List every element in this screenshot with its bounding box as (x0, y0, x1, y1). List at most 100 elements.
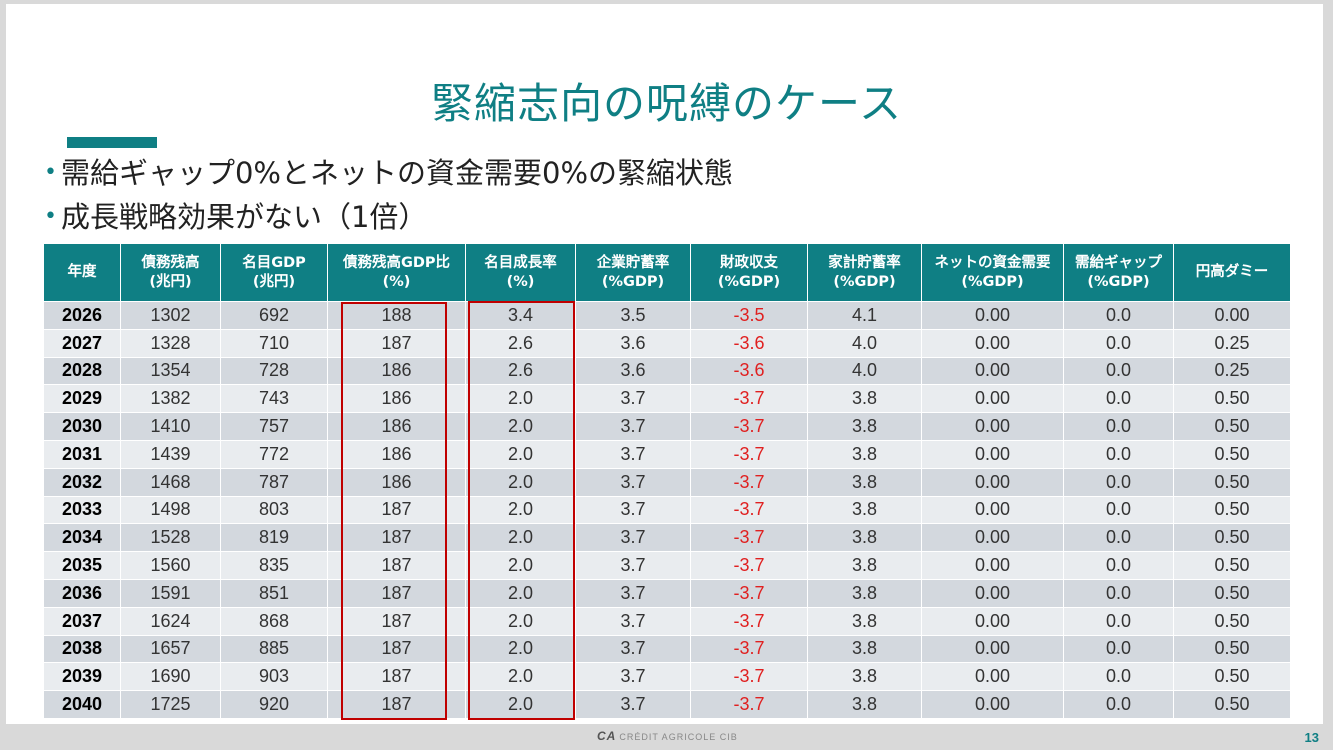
table-cell: 0.00 (921, 578, 1063, 607)
logo-text: CRÉDIT AGRICOLE CIB (619, 732, 738, 742)
table-cell: 757 (220, 412, 327, 440)
table-cell: 903 (220, 662, 327, 691)
table-cell: -3.7 (690, 412, 807, 440)
table-cell: 0.0 (1063, 606, 1173, 635)
column-header-label: 名目成長率 (484, 254, 557, 271)
column-header: 債務残高 (兆円) (120, 244, 220, 301)
table-cell: -3.7 (690, 634, 807, 663)
table-cell: 1591 (120, 578, 220, 607)
table-cell: 1439 (120, 439, 220, 468)
table-cell: 1410 (120, 412, 220, 440)
column-header-unit: (%) (506, 273, 535, 290)
table-cell: 0.00 (921, 356, 1063, 385)
table-cell: 803 (220, 495, 327, 524)
table-cell: 3.8 (807, 634, 921, 663)
table-cell: 0.00 (921, 412, 1063, 440)
table-cell: 3.8 (807, 578, 921, 607)
table-cell: 187 (327, 495, 465, 524)
table-cell: 3.8 (807, 384, 921, 413)
column-header: 年度 (44, 244, 120, 301)
table-cell: -3.7 (690, 384, 807, 413)
table-cell: -3.7 (690, 662, 807, 691)
table-cell: 0.0 (1063, 578, 1173, 607)
table-cell: 0.0 (1063, 412, 1173, 440)
data-table: 年度 債務残高 (兆円) 名目GDP (兆円) 債務残高GDP比 (%) 名目成長率 (%) 企業… (44, 244, 1290, 718)
column-header-label: 財政収支 (720, 254, 778, 271)
table-cell: 3.8 (807, 551, 921, 579)
table-row: 2033 1498 803 187 2.0 3.7 -3.7 3.8 0.00 0.0 0.50 (44, 495, 1290, 524)
table-cell: 0.50 (1173, 412, 1290, 440)
table-cell: 3.7 (575, 523, 690, 552)
logo-mark-icon: CA (597, 729, 617, 743)
table-cell: 2.0 (465, 662, 575, 691)
column-header: 債務残高GDP比 (%) (327, 244, 465, 301)
table-cell: 692 (220, 301, 327, 329)
table-cell: 1657 (120, 634, 220, 663)
year-cell: 2027 (44, 328, 120, 357)
table-cell: 0.00 (921, 467, 1063, 496)
table-row: 2030 1410 757 186 2.0 3.7 -3.7 3.8 0.00 0.0 0.50 (44, 412, 1290, 440)
table-cell: 0.0 (1063, 662, 1173, 691)
column-header: 財政収支 (%GDP) (690, 244, 807, 301)
column-header: 需給ギャップ (%GDP) (1063, 244, 1173, 301)
year-cell: 2030 (44, 412, 120, 440)
table-cell: 3.7 (575, 662, 690, 691)
table-cell: -3.7 (690, 439, 807, 468)
table-cell: 0.00 (921, 634, 1063, 663)
bullet-text: 成長戦略効果がない（1倍） (60, 200, 428, 234)
table-cell: 3.8 (807, 690, 921, 718)
year-cell: 2038 (44, 634, 120, 663)
table-cell: 187 (327, 634, 465, 663)
table-cell: -3.5 (690, 301, 807, 329)
table-cell: 0.00 (921, 439, 1063, 468)
table-cell: 0.50 (1173, 634, 1290, 663)
table-cell: 0.00 (921, 384, 1063, 413)
table-cell: 0.50 (1173, 495, 1290, 524)
table-cell: -3.7 (690, 495, 807, 524)
table-cell: 787 (220, 467, 327, 496)
table-row: 2032 1468 787 186 2.0 3.7 -3.7 3.8 0.00 0.0 0.50 (44, 467, 1290, 496)
table-cell: 186 (327, 467, 465, 496)
table-cell: 2.0 (465, 439, 575, 468)
table-cell: 0.00 (921, 551, 1063, 579)
table-row: 2026 1302 692 188 3.4 3.5 -3.5 4.1 0.00 0.0 0.00 (44, 301, 1290, 329)
table-cell: 2.0 (465, 384, 575, 413)
table-cell: 4.1 (807, 301, 921, 329)
table-cell: 1528 (120, 523, 220, 552)
table-cell: 0.50 (1173, 439, 1290, 468)
table-cell: 0.25 (1173, 328, 1290, 357)
column-header-label: 年度 (67, 264, 97, 280)
bullet-text: 需給ギャップ0%とネットの資金需要0%の緊縮状態 (60, 156, 733, 190)
table-cell: 187 (327, 662, 465, 691)
table-cell: 2.0 (465, 495, 575, 524)
page-number: 13 (1304, 730, 1319, 745)
bullet-item: • 需給ギャップ0%とネットの資金需要0%の緊縮状態 (44, 150, 733, 192)
table-row: 2031 1439 772 186 2.0 3.7 -3.7 3.8 0.00 0.0 0.50 (44, 439, 1290, 468)
table-cell: 187 (327, 551, 465, 579)
table-cell: 3.7 (575, 578, 690, 607)
table-cell: 868 (220, 606, 327, 635)
table-cell: 187 (327, 523, 465, 552)
column-header: 名目GDP (兆円) (220, 244, 327, 301)
year-cell: 2037 (44, 606, 120, 635)
table-row: 2027 1328 710 187 2.6 3.6 -3.6 4.0 0.00 0.0 0.25 (44, 328, 1290, 357)
table-cell: 3.7 (575, 467, 690, 496)
table-cell: 4.0 (807, 328, 921, 357)
table-cell: 2.0 (465, 523, 575, 552)
table-cell: 0.00 (921, 328, 1063, 357)
table-cell: -3.7 (690, 551, 807, 579)
table-cell: 0.50 (1173, 384, 1290, 413)
table-cell: 3.8 (807, 606, 921, 635)
column-header: 企業貯蓄率 (%GDP) (575, 244, 690, 301)
slide-title: 緊縮志向の呪縛のケース (431, 79, 902, 128)
table-cell: -3.7 (690, 606, 807, 635)
table-cell: 0.0 (1063, 467, 1173, 496)
table-cell: 1468 (120, 467, 220, 496)
table-cell: 2.0 (465, 690, 575, 718)
table-cell: 1354 (120, 356, 220, 385)
table-cell: 0.00 (921, 523, 1063, 552)
table-cell: 0.50 (1173, 690, 1290, 718)
year-cell: 2026 (44, 301, 120, 329)
table-cell: 3.4 (465, 301, 575, 329)
table-cell: 1382 (120, 384, 220, 413)
